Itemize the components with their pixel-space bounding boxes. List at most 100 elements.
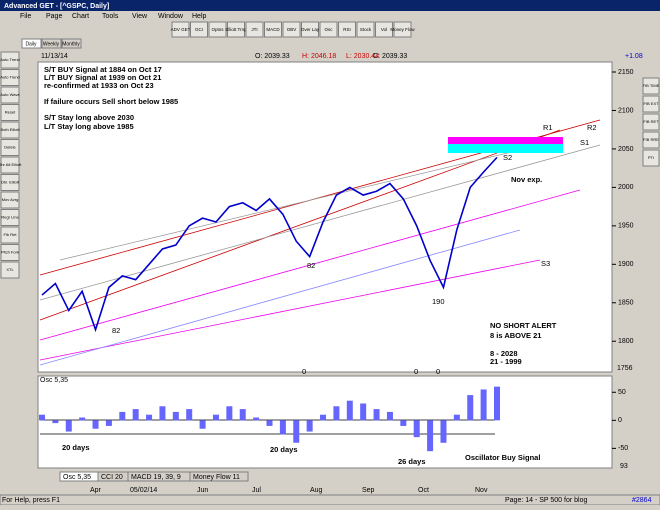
toolbar-label: MACD xyxy=(266,27,280,32)
toolbar-button[interactable] xyxy=(375,21,393,38)
tool-button[interactable] xyxy=(0,51,20,69)
tool-button[interactable] xyxy=(0,86,20,104)
menu-item[interactable]: Tools xyxy=(102,13,119,20)
tool-button[interactable] xyxy=(0,156,20,174)
toolbar-button[interactable] xyxy=(282,21,301,38)
y-tick-label: 2000 xyxy=(618,184,634,191)
tool-button[interactable] xyxy=(0,244,20,261)
osc-bar xyxy=(212,414,219,421)
tool-button[interactable] xyxy=(642,77,660,95)
osc-bar xyxy=(105,420,112,426)
osc-tick-label: 0 xyxy=(618,417,622,424)
tool-label: XTL xyxy=(6,267,14,272)
period-tab-label: Weekly xyxy=(43,41,60,47)
annotation: If failure occurs Sell short below 1985 xyxy=(44,97,178,106)
toolbar-label: GCI xyxy=(195,27,203,32)
osc-panel xyxy=(37,375,613,469)
menu-item[interactable]: Window xyxy=(158,13,184,20)
month-label: Nov xyxy=(475,487,488,494)
menu-item[interactable]: File xyxy=(20,13,31,20)
osc-bar xyxy=(333,406,340,421)
toolbar-button[interactable] xyxy=(338,21,356,38)
osc-bar xyxy=(427,420,434,452)
period-tab-label: Monthly xyxy=(62,41,80,47)
y-tick-label: 1800 xyxy=(618,338,634,345)
osc-bar xyxy=(279,420,286,435)
chart-label: 82 xyxy=(307,261,315,270)
period-tab[interactable] xyxy=(61,38,82,49)
tool-button[interactable] xyxy=(642,113,660,131)
toolbar-button[interactable] xyxy=(356,21,375,38)
menu-item[interactable]: View xyxy=(132,13,148,20)
tool-label: PTI xyxy=(648,155,654,160)
osc-bar xyxy=(453,414,460,421)
menu-item[interactable]: Page xyxy=(46,13,62,20)
tool-label: Delete xyxy=(4,145,16,150)
tool-button[interactable] xyxy=(642,95,660,113)
toolbar-button[interactable] xyxy=(245,21,264,38)
osc-bar xyxy=(386,411,393,421)
tool-button[interactable] xyxy=(0,121,20,139)
month-label: Aug xyxy=(310,487,323,494)
osc-bar xyxy=(467,395,474,421)
toolbar-button[interactable] xyxy=(393,21,412,38)
chart-label: 0 xyxy=(302,367,306,376)
indicator-tab[interactable] xyxy=(189,471,249,482)
title-bar xyxy=(0,0,660,11)
osc-bar xyxy=(65,420,72,432)
osc-bar xyxy=(146,414,153,421)
osc-bar xyxy=(52,420,59,424)
annotation: NO SHORT ALERT xyxy=(490,321,557,330)
tool-button[interactable] xyxy=(0,191,20,209)
tool-button[interactable] xyxy=(0,209,20,226)
osc-bar xyxy=(494,386,500,421)
osc-bar xyxy=(440,420,447,443)
indicator-tab-label: MACD 19, 39, 9 xyxy=(131,474,181,481)
toolbar-button[interactable] xyxy=(227,21,245,38)
tool-label: Reset xyxy=(5,110,16,115)
annotation: re-confirmed at 1933 on Oct 23 xyxy=(44,81,154,90)
chart-label: S1 xyxy=(580,138,589,147)
tool-label: Shr Alt Elliott xyxy=(0,162,22,167)
toolbar-button[interactable] xyxy=(301,21,319,38)
period-tab[interactable] xyxy=(21,38,42,49)
tool-label: Pitch Fork xyxy=(1,250,19,255)
osc-bar xyxy=(360,403,367,421)
chart-label: 0 xyxy=(436,367,440,376)
tool-label: Both Elliott xyxy=(0,127,20,132)
toolbar-button[interactable] xyxy=(190,21,208,38)
menu-item[interactable]: Help xyxy=(192,13,207,20)
osc-tick-label: 50 xyxy=(618,389,626,396)
tool-button[interactable] xyxy=(0,69,20,86)
tool-button[interactable] xyxy=(0,104,20,121)
period-tab[interactable] xyxy=(41,38,62,49)
osc-bar xyxy=(253,417,260,421)
high: H: 2046.18 xyxy=(302,53,336,60)
toolbar-button[interactable] xyxy=(264,21,282,38)
toolbar-button[interactable] xyxy=(171,21,190,38)
tool-button[interactable] xyxy=(642,149,660,167)
osc-bar xyxy=(172,411,179,421)
osc-annotation: 20 days xyxy=(62,443,90,452)
y-tick-label: 1950 xyxy=(618,223,634,230)
toolbar-button[interactable] xyxy=(208,21,227,38)
osc-bar xyxy=(293,420,300,443)
y-tick-label: 2050 xyxy=(618,146,634,153)
tool-button[interactable] xyxy=(0,261,20,279)
tool-button[interactable] xyxy=(642,131,660,149)
tool-label: Fib Ret xyxy=(4,232,18,237)
tool-button[interactable] xyxy=(0,139,20,156)
change: +1.08 xyxy=(625,53,643,60)
osc-title: Osc 5,35 xyxy=(40,377,68,384)
tool-button[interactable] xyxy=(0,226,20,244)
annotation: S/T BUY Signal at 1884 on Oct 17 xyxy=(44,65,162,74)
indicator-tab-label: Osc 5,35 xyxy=(63,474,91,481)
toolbar-label: Money Flow xyxy=(390,27,415,32)
osc-last: 93 xyxy=(620,463,628,470)
menu-item[interactable]: Chart xyxy=(72,13,89,20)
tool-button[interactable] xyxy=(0,174,20,191)
annotation: Nov exp. xyxy=(511,175,542,184)
month-label: Apr xyxy=(90,487,102,494)
toolbar-button[interactable] xyxy=(319,21,338,38)
